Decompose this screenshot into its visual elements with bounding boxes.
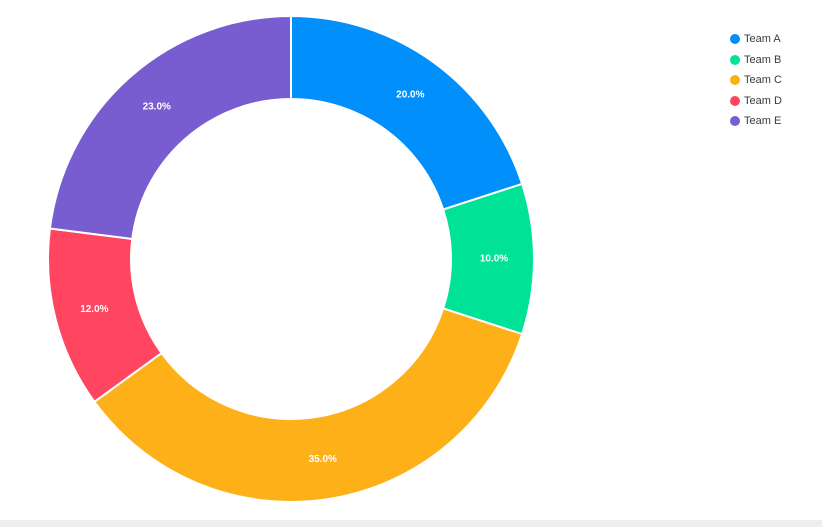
donut-slice-team-a[interactable] xyxy=(290,14,524,211)
slice-label-team-a: 20.0% xyxy=(396,89,424,100)
legend-swatch-team-b xyxy=(730,54,740,65)
slice-labels-group: 20.0% 10.0% 35.0% 12.0% 23.0% xyxy=(80,89,508,465)
legend-item-team-b[interactable]: Team B xyxy=(730,50,782,71)
legend-item-team-a[interactable]: Team A xyxy=(730,29,782,50)
legend-swatch-team-a xyxy=(730,34,740,45)
legend-label-team-b: Team B xyxy=(744,53,782,66)
legend-item-team-c[interactable]: Team C xyxy=(730,70,782,91)
legend-label-team-e: Team E xyxy=(744,115,782,128)
donut-slice-team-c[interactable] xyxy=(93,307,524,503)
slice-label-team-d: 12.0% xyxy=(80,304,108,315)
legend-swatch-team-d xyxy=(730,95,740,106)
slices-group xyxy=(47,14,535,503)
legend-item-team-d[interactable]: Team D xyxy=(730,91,782,112)
legend-label-team-c: Team C xyxy=(744,74,782,87)
legend-swatch-team-c xyxy=(730,75,740,86)
slice-label-team-e: 23.0% xyxy=(143,101,171,112)
legend: Team A Team B Team C Team D Team E xyxy=(730,29,782,132)
legend-swatch-team-e xyxy=(730,116,740,127)
slice-label-team-c: 35.0% xyxy=(309,454,337,465)
legend-label-team-a: Team A xyxy=(744,33,781,46)
slice-label-team-b: 10.0% xyxy=(480,254,508,265)
donut-slice-team-e[interactable] xyxy=(48,14,292,241)
bottom-scroll-strip xyxy=(0,520,822,527)
legend-label-team-d: Team D xyxy=(744,94,782,107)
legend-item-team-e[interactable]: Team E xyxy=(730,111,782,132)
